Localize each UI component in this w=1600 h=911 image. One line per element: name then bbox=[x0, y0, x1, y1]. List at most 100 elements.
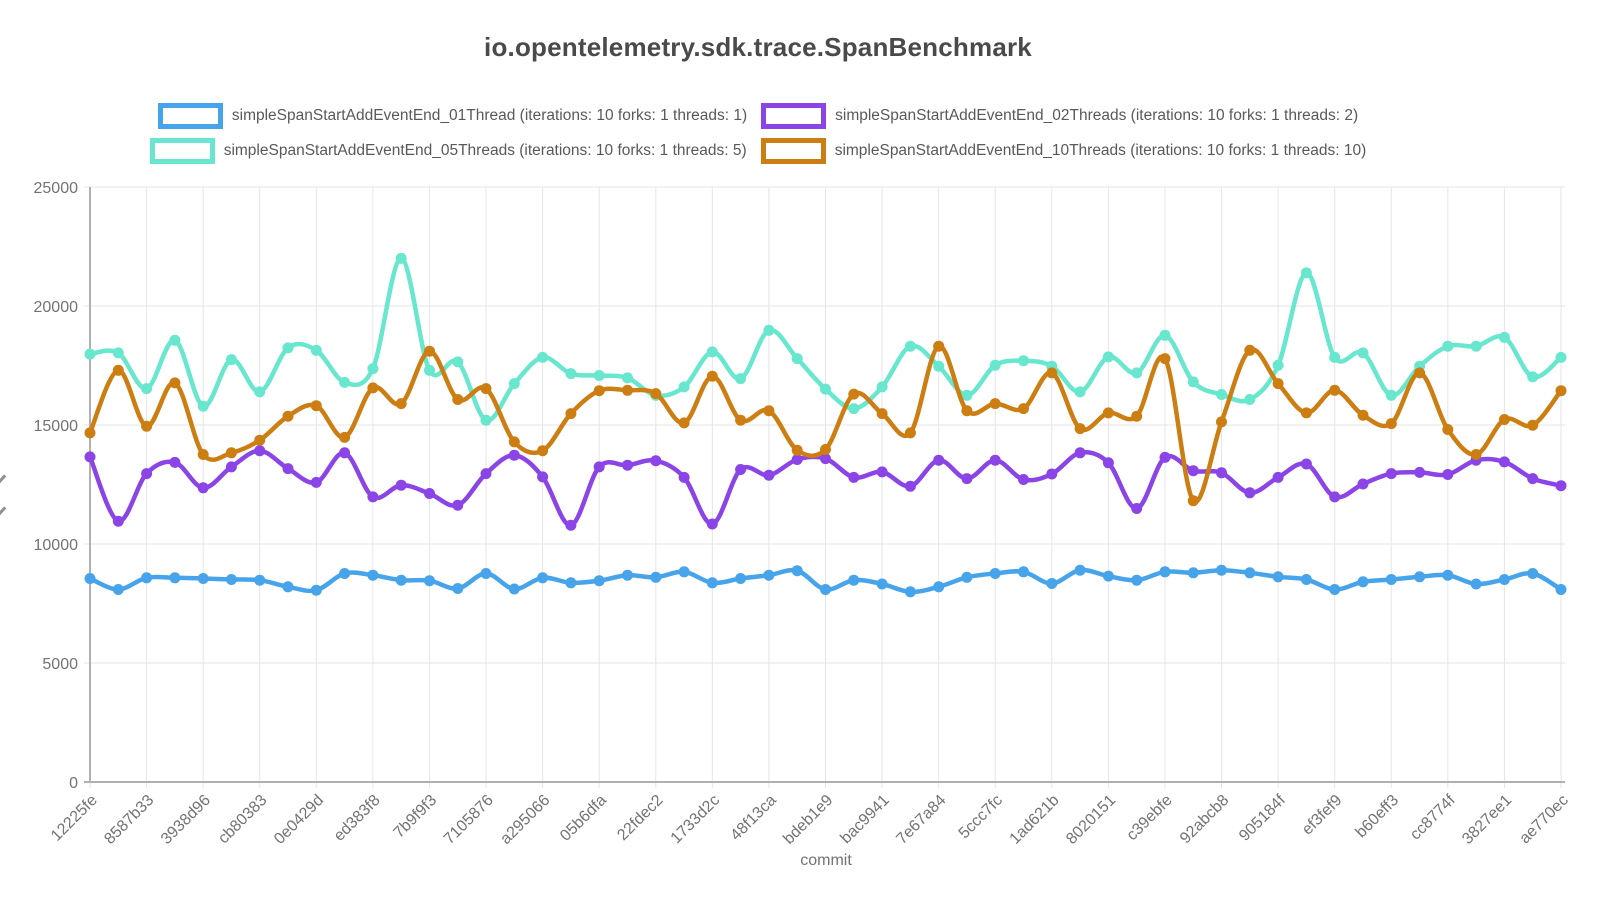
data-point-series-3[interactable] bbox=[1187, 495, 1199, 507]
data-point-series-1[interactable] bbox=[225, 461, 237, 473]
data-point-series-0[interactable] bbox=[593, 575, 605, 587]
data-point-series-1[interactable] bbox=[1385, 468, 1397, 480]
data-point-series-2[interactable] bbox=[1216, 389, 1227, 400]
data-point-series-1[interactable] bbox=[933, 454, 945, 466]
data-point-series-1[interactable] bbox=[876, 466, 888, 478]
data-point-series-3[interactable] bbox=[1470, 449, 1482, 460]
data-point-series-0[interactable] bbox=[1357, 576, 1369, 588]
data-point-series-2[interactable] bbox=[706, 346, 718, 358]
data-point-series-2[interactable] bbox=[593, 370, 605, 381]
data-point-series-0[interactable] bbox=[1272, 571, 1284, 583]
data-point-series-3[interactable] bbox=[1018, 403, 1029, 415]
data-point-series-1[interactable] bbox=[1159, 451, 1171, 463]
data-point-series-1[interactable] bbox=[961, 473, 973, 485]
data-point-series-2[interactable] bbox=[1074, 386, 1086, 398]
data-point-series-2[interactable] bbox=[225, 354, 237, 366]
data-point-series-3[interactable] bbox=[763, 405, 775, 417]
data-point-series-1[interactable] bbox=[1442, 469, 1454, 480]
data-point-series-3[interactable] bbox=[480, 383, 492, 395]
data-point-series-2[interactable] bbox=[848, 403, 860, 415]
data-point-series-1[interactable] bbox=[820, 453, 831, 465]
data-point-series-1[interactable] bbox=[904, 480, 916, 492]
data-point-series-0[interactable] bbox=[848, 574, 860, 586]
data-point-series-1[interactable] bbox=[735, 464, 747, 475]
data-point-series-2[interactable] bbox=[735, 373, 747, 385]
data-point-series-3[interactable] bbox=[848, 388, 860, 400]
data-point-series-0[interactable] bbox=[254, 574, 266, 586]
data-point-series-0[interactable] bbox=[84, 573, 96, 584]
data-point-series-1[interactable] bbox=[367, 491, 379, 503]
data-point-series-1[interactable] bbox=[1187, 465, 1199, 477]
data-point-series-0[interactable] bbox=[508, 583, 520, 595]
data-point-series-1[interactable] bbox=[84, 451, 96, 463]
data-point-series-2[interactable] bbox=[452, 356, 464, 368]
data-point-series-3[interactable] bbox=[593, 385, 605, 397]
data-point-series-0[interactable] bbox=[1102, 570, 1114, 582]
data-point-series-0[interactable] bbox=[1385, 574, 1397, 585]
data-point-series-1[interactable] bbox=[1357, 478, 1369, 490]
data-point-series-3[interactable] bbox=[1074, 423, 1086, 435]
data-point-series-0[interactable] bbox=[706, 577, 718, 589]
data-point-series-0[interactable] bbox=[1329, 584, 1341, 595]
data-point-series-1[interactable] bbox=[565, 519, 577, 531]
data-point-series-0[interactable] bbox=[650, 571, 662, 583]
data-point-series-3[interactable] bbox=[1555, 385, 1567, 397]
data-point-series-0[interactable] bbox=[1131, 574, 1143, 586]
data-point-series-0[interactable] bbox=[424, 575, 435, 587]
data-point-series-2[interactable] bbox=[989, 359, 1001, 371]
data-point-series-3[interactable] bbox=[989, 398, 1001, 410]
data-point-series-0[interactable] bbox=[1244, 567, 1256, 579]
data-point-series-2[interactable] bbox=[820, 383, 831, 395]
data-point-series-3[interactable] bbox=[367, 382, 379, 394]
data-point-series-0[interactable] bbox=[395, 574, 407, 586]
data-point-series-2[interactable] bbox=[84, 348, 96, 360]
data-point-series-3[interactable] bbox=[565, 408, 577, 420]
data-point-series-1[interactable] bbox=[848, 471, 860, 483]
data-point-series-0[interactable] bbox=[1216, 564, 1227, 576]
data-point-series-1[interactable] bbox=[1329, 491, 1341, 503]
data-point-series-3[interactable] bbox=[876, 408, 888, 420]
data-point-series-1[interactable] bbox=[282, 463, 294, 475]
data-point-series-1[interactable] bbox=[791, 454, 803, 465]
data-point-series-2[interactable] bbox=[565, 368, 577, 380]
data-point-series-3[interactable] bbox=[424, 345, 435, 357]
data-point-series-0[interactable] bbox=[452, 583, 464, 594]
data-point-series-2[interactable] bbox=[1272, 359, 1284, 371]
data-point-series-3[interactable] bbox=[1131, 410, 1143, 422]
data-point-series-0[interactable] bbox=[933, 581, 945, 593]
data-point-series-0[interactable] bbox=[197, 573, 209, 584]
data-point-series-3[interactable] bbox=[254, 434, 266, 446]
data-point-series-1[interactable] bbox=[678, 471, 690, 483]
data-point-series-2[interactable] bbox=[508, 378, 520, 390]
legend-item-series-2[interactable]: simpleSpanStartAddEventEnd_05Threads (it… bbox=[149, 138, 747, 164]
data-point-series-0[interactable] bbox=[622, 569, 633, 581]
data-point-series-2[interactable] bbox=[254, 386, 266, 398]
data-point-series-2[interactable] bbox=[678, 381, 690, 393]
data-point-series-0[interactable] bbox=[763, 569, 775, 581]
data-point-series-3[interactable] bbox=[1357, 409, 1369, 421]
data-point-series-1[interactable] bbox=[1498, 456, 1510, 468]
data-point-series-3[interactable] bbox=[141, 420, 153, 432]
data-point-series-3[interactable] bbox=[112, 364, 124, 376]
data-point-series-2[interactable] bbox=[112, 347, 124, 359]
data-point-series-1[interactable] bbox=[1300, 458, 1312, 470]
data-point-series-3[interactable] bbox=[1216, 416, 1227, 428]
data-point-series-1[interactable] bbox=[480, 468, 492, 480]
data-point-series-3[interactable] bbox=[1159, 353, 1171, 365]
data-point-series-0[interactable] bbox=[1187, 567, 1199, 579]
data-point-series-1[interactable] bbox=[169, 456, 181, 468]
data-point-series-3[interactable] bbox=[1272, 378, 1284, 390]
data-point-series-1[interactable] bbox=[1414, 466, 1426, 478]
data-point-series-1[interactable] bbox=[1018, 474, 1029, 485]
data-point-series-3[interactable] bbox=[310, 400, 322, 412]
data-point-series-3[interactable] bbox=[339, 431, 351, 443]
data-point-series-1[interactable] bbox=[593, 461, 605, 473]
data-point-series-2[interactable] bbox=[310, 344, 322, 356]
data-point-series-0[interactable] bbox=[820, 584, 831, 595]
data-point-series-1[interactable] bbox=[424, 488, 435, 499]
data-point-series-2[interactable] bbox=[367, 363, 379, 375]
data-point-series-1[interactable] bbox=[1131, 503, 1143, 514]
data-point-series-1[interactable] bbox=[989, 454, 1001, 466]
data-point-series-1[interactable] bbox=[452, 499, 464, 511]
